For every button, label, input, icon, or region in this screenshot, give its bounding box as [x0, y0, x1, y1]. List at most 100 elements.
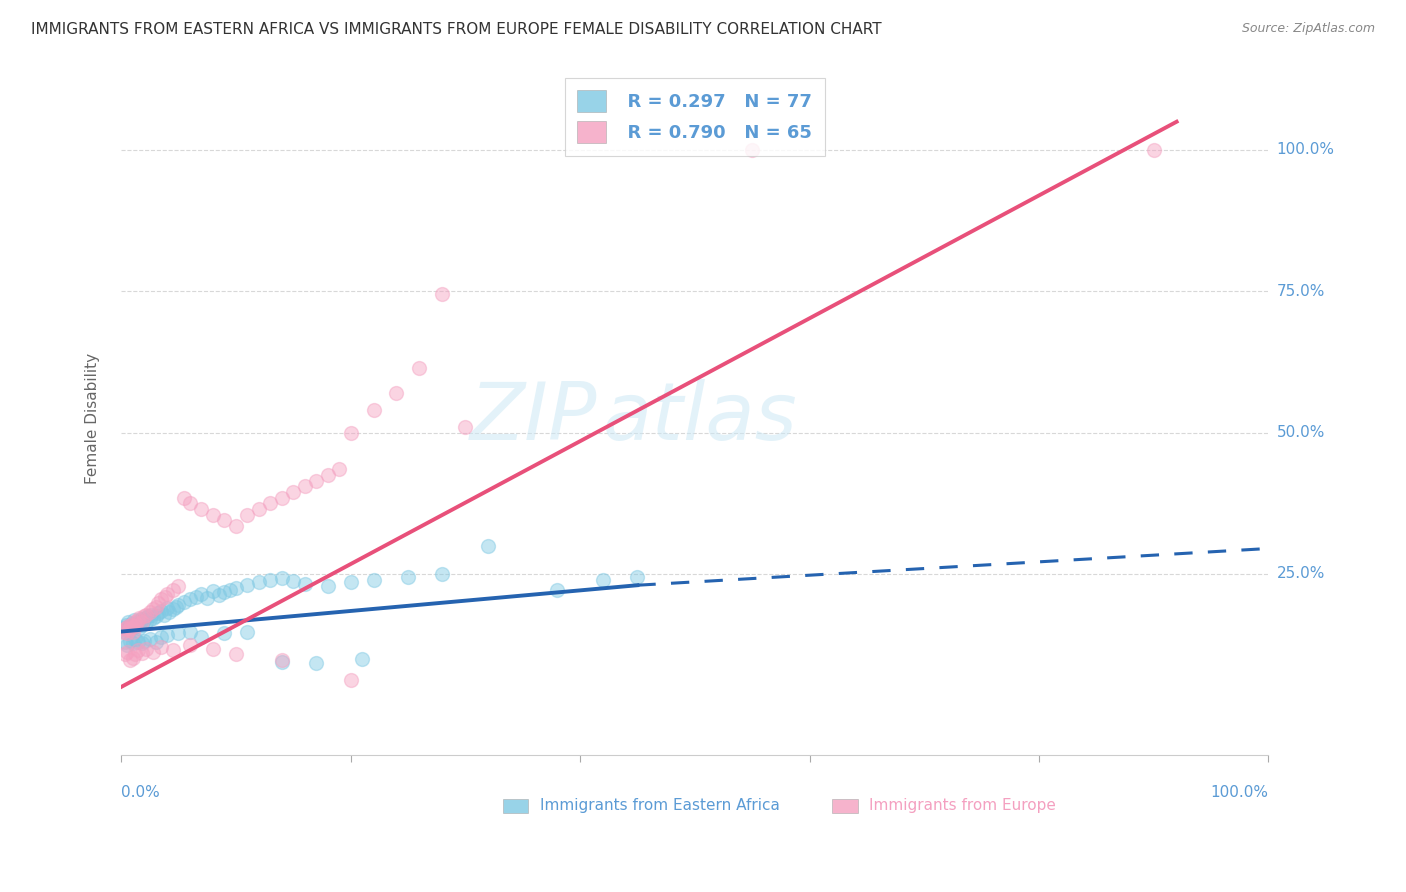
Point — [118, 619, 141, 633]
Point — [167, 626, 190, 640]
Point — [339, 425, 361, 440]
Point — [184, 590, 207, 604]
Point — [122, 615, 145, 629]
Point — [165, 599, 187, 614]
Point — [139, 607, 162, 622]
Point — [592, 573, 614, 587]
FancyBboxPatch shape — [503, 798, 529, 814]
Point — [124, 632, 146, 646]
Point — [132, 633, 155, 648]
Point — [179, 624, 201, 639]
Point — [247, 502, 270, 516]
Point — [167, 579, 190, 593]
Point — [741, 143, 763, 157]
Point — [179, 592, 201, 607]
Point — [139, 612, 162, 626]
Point — [125, 616, 148, 631]
Text: 100.0%: 100.0% — [1277, 143, 1334, 158]
Point — [219, 582, 242, 597]
Point — [127, 643, 149, 657]
Point — [135, 615, 157, 629]
Point — [145, 599, 167, 614]
Text: Source: ZipAtlas.com: Source: ZipAtlas.com — [1241, 22, 1375, 36]
Point — [339, 673, 361, 688]
Text: Immigrants from Europe: Immigrants from Europe — [869, 798, 1056, 814]
Point — [363, 403, 385, 417]
Point — [316, 579, 339, 593]
Point — [236, 508, 259, 522]
Point — [131, 615, 153, 629]
Point — [114, 634, 136, 648]
Point — [316, 468, 339, 483]
Point — [150, 640, 173, 655]
Point — [122, 613, 145, 627]
Point — [120, 624, 142, 638]
Point — [305, 474, 328, 488]
Point — [121, 621, 143, 635]
Point — [112, 624, 135, 639]
Point — [201, 583, 224, 598]
Point — [127, 634, 149, 648]
Point — [142, 602, 165, 616]
Point — [142, 645, 165, 659]
Point — [150, 604, 173, 618]
Point — [153, 590, 176, 604]
Point — [127, 615, 149, 629]
Point — [294, 479, 316, 493]
Point — [117, 619, 139, 633]
Point — [179, 638, 201, 652]
Point — [179, 496, 201, 510]
Point — [305, 657, 328, 671]
Point — [247, 575, 270, 590]
Point — [385, 386, 408, 401]
Text: Immigrants from Eastern Africa: Immigrants from Eastern Africa — [540, 798, 780, 814]
Point — [121, 650, 143, 665]
Point — [432, 287, 454, 301]
Point — [114, 617, 136, 632]
Point — [115, 638, 138, 652]
Text: IMMIGRANTS FROM EASTERN AFRICA VS IMMIGRANTS FROM EUROPE FEMALE DISABILITY CORRE: IMMIGRANTS FROM EASTERN AFRICA VS IMMIGR… — [31, 22, 882, 37]
Point — [139, 606, 162, 620]
Point — [270, 571, 292, 585]
Text: 50.0%: 50.0% — [1277, 425, 1324, 440]
Point — [214, 585, 236, 599]
Point — [201, 508, 224, 522]
Point — [132, 609, 155, 624]
Point — [131, 646, 153, 660]
Point — [162, 602, 184, 616]
Point — [195, 591, 218, 605]
Point — [124, 619, 146, 633]
Point — [190, 630, 212, 644]
Point — [454, 420, 477, 434]
Point — [294, 577, 316, 591]
Point — [134, 611, 156, 625]
Point — [225, 581, 247, 595]
Point — [115, 626, 138, 640]
Point — [152, 607, 174, 622]
Text: 0.0%: 0.0% — [121, 785, 160, 800]
Point — [236, 578, 259, 592]
Point — [270, 491, 292, 505]
Point — [156, 587, 179, 601]
Point — [124, 619, 146, 633]
Point — [167, 598, 190, 612]
Point — [120, 621, 142, 635]
Point — [128, 611, 150, 625]
Point — [142, 611, 165, 625]
Point — [145, 634, 167, 648]
Point — [173, 595, 195, 609]
Point — [270, 653, 292, 667]
Point — [477, 539, 499, 553]
Point — [118, 624, 141, 638]
Point — [201, 641, 224, 656]
Point — [135, 641, 157, 656]
Point — [190, 502, 212, 516]
Point — [131, 617, 153, 632]
Point — [236, 624, 259, 639]
Point — [270, 655, 292, 669]
Point — [125, 616, 148, 631]
Point — [135, 607, 157, 622]
Point — [214, 513, 236, 527]
Point — [162, 582, 184, 597]
Point — [156, 628, 179, 642]
